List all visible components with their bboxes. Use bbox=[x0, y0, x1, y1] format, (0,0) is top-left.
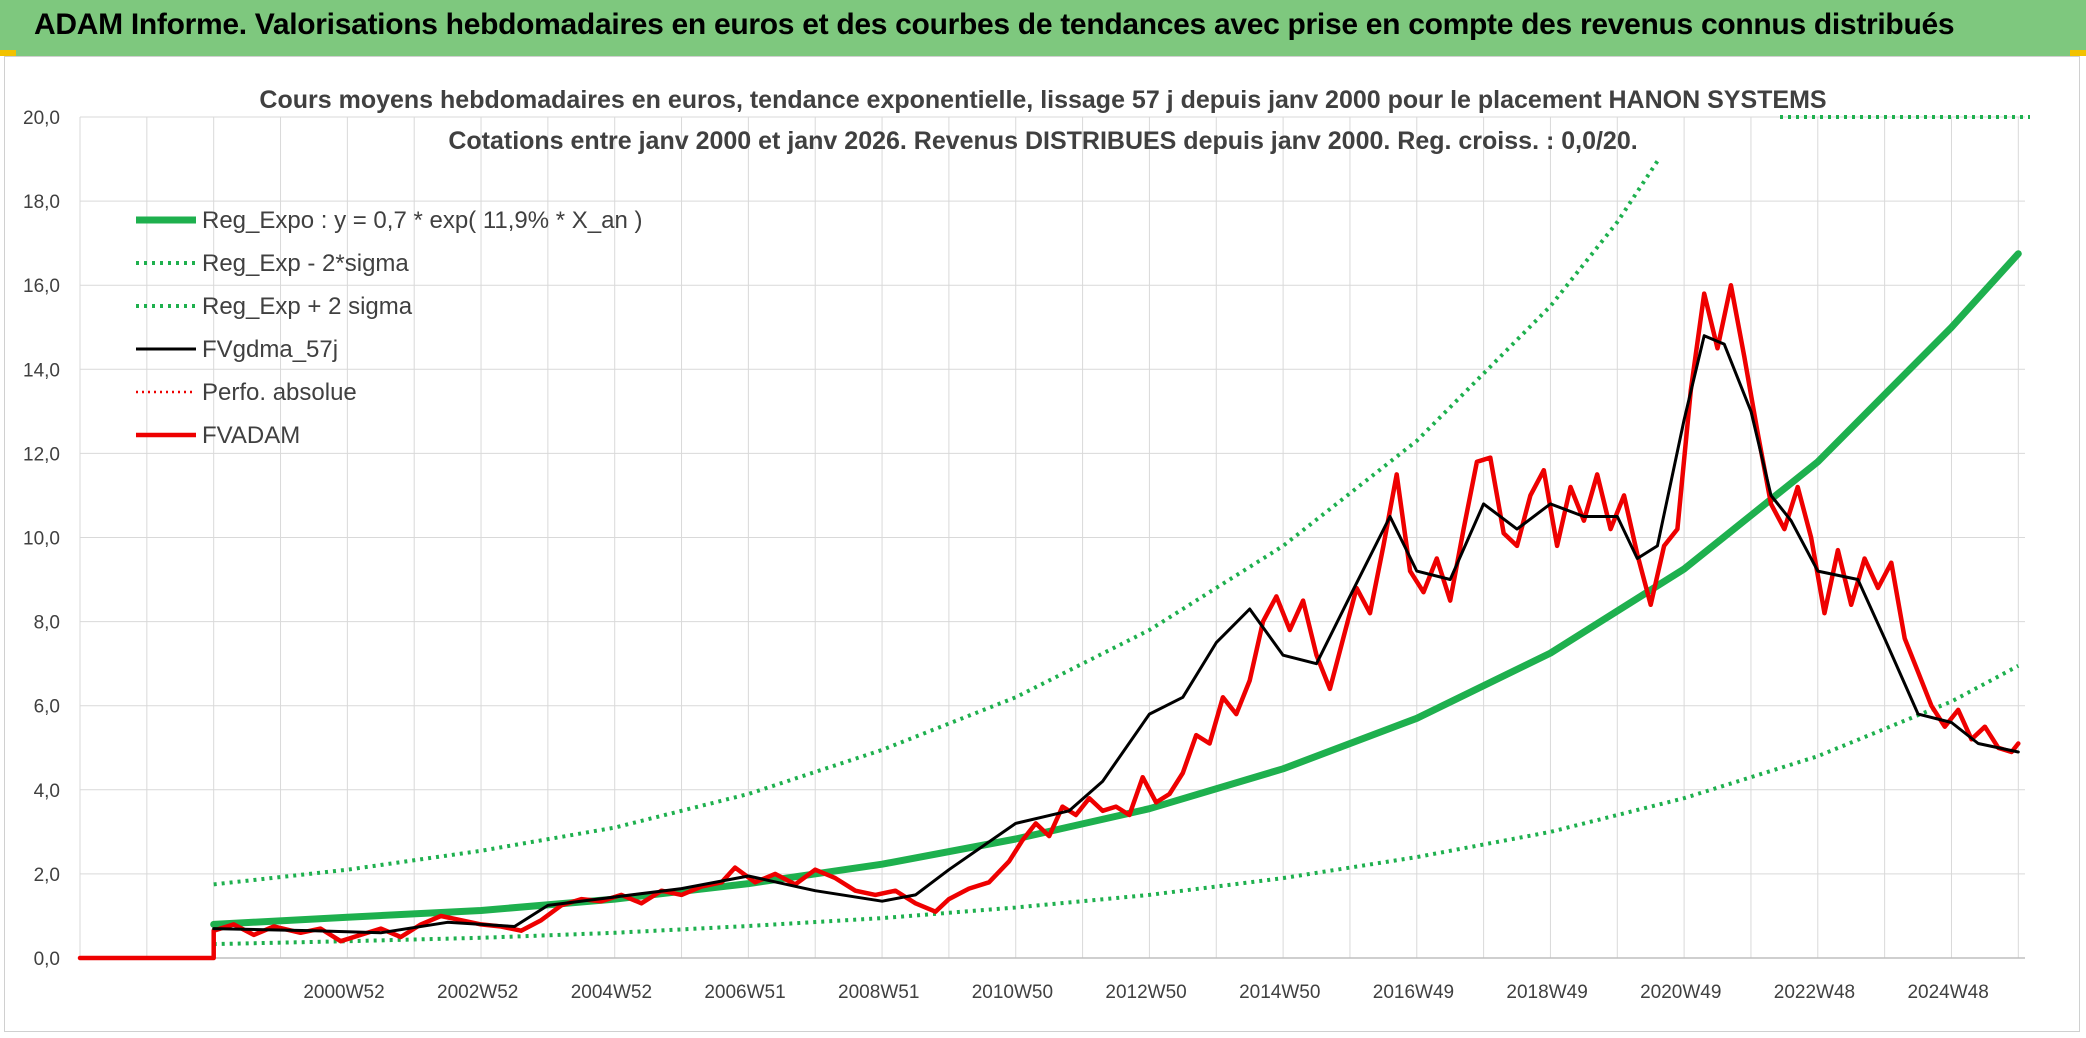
grid bbox=[79, 116, 2025, 958]
series-line-green-dotted bbox=[213, 160, 1660, 887]
y-axis: 0,0 2,0 4,0 6,0 8,0 10,0 12,0 14,0 16,0 18,0 20,0 bbox=[23, 108, 60, 970]
x-tick-label: 2024W48 bbox=[1907, 982, 1988, 1003]
corner-mark-right bbox=[2070, 50, 2086, 56]
y-tick-label: 8,0 bbox=[34, 613, 60, 634]
y-tick-label: 6,0 bbox=[34, 697, 60, 718]
chart-frame bbox=[4, 56, 2080, 1032]
y-tick-label: 2,0 bbox=[34, 865, 60, 886]
legend-label: Reg_Expo : y = 0,7 * exp( 11,9% * X_an ) bbox=[202, 207, 642, 234]
y-tick-label: 10,0 bbox=[23, 529, 60, 550]
series-line-black-solid bbox=[212, 334, 2020, 935]
series-line-green-dotted bbox=[213, 664, 2020, 947]
chart-subtitle: Cotations entre janv 2000 et janv 2026. … bbox=[448, 127, 1638, 155]
x-tick-label: 2006W51 bbox=[704, 982, 785, 1003]
y-tick-label: 16,0 bbox=[23, 276, 60, 297]
legend-label: FVADAM bbox=[202, 422, 300, 449]
corner-mark-left bbox=[0, 50, 16, 56]
y-tick-label: 20,0 bbox=[23, 108, 60, 129]
legend-label: Reg_Exp + 2 sigma bbox=[202, 293, 413, 320]
series bbox=[77, 115, 2030, 961]
x-tick-label: 2022W48 bbox=[1774, 982, 1855, 1003]
legend: Reg_Expo : y = 0,7 * exp( 11,9% * X_an )… bbox=[136, 207, 642, 449]
chart-title: Cours moyens hebdomadaires en euros, ten… bbox=[259, 86, 1827, 114]
x-tick-label: 2010W50 bbox=[972, 982, 1053, 1003]
y-tick-label: 0,0 bbox=[34, 949, 60, 970]
y-tick-label: 4,0 bbox=[34, 781, 60, 802]
x-tick-label: 2002W52 bbox=[437, 982, 518, 1003]
header-bar: ADAM Informe. Valorisations hebdomadaire… bbox=[0, 0, 2086, 56]
y-tick-label: 14,0 bbox=[23, 360, 60, 381]
series-line-green-solid bbox=[210, 250, 2022, 928]
x-tick-label: 2020W49 bbox=[1640, 982, 1721, 1003]
y-tick-label: 12,0 bbox=[23, 444, 60, 465]
x-tick-label: 2016W49 bbox=[1373, 982, 1454, 1003]
x-tick-label: 2008W51 bbox=[838, 982, 919, 1003]
x-tick-label: 2018W49 bbox=[1506, 982, 1587, 1003]
x-tick-label: 2000W52 bbox=[303, 982, 384, 1003]
page-title: ADAM Informe. Valorisations hebdomadaire… bbox=[34, 8, 1955, 41]
y-tick-label: 18,0 bbox=[23, 192, 60, 213]
x-tick-label: 2014W50 bbox=[1239, 982, 1320, 1003]
legend-label: Perfo. absolue bbox=[202, 379, 357, 406]
legend-label: FVgdma_57j bbox=[202, 336, 338, 363]
x-axis: 2000W52 2002W52 2004W52 2006W51 2008W51 2010W… bbox=[80, 957, 2025, 1003]
legend-label: Reg_Exp - 2*sigma bbox=[202, 250, 409, 277]
x-tick-label: 2012W50 bbox=[1105, 982, 1186, 1003]
x-tick-label: 2004W52 bbox=[571, 982, 652, 1003]
